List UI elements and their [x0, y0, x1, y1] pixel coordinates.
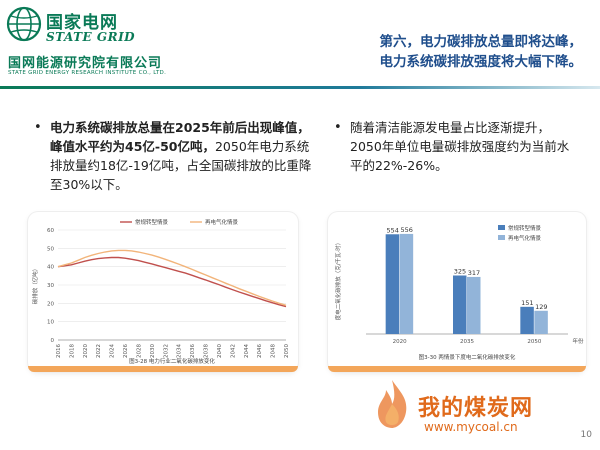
bullet-right-text: 随着清洁能源发电量占比逐渐提升，2050年单位电量碳排放强度约为当前水平的22%… — [350, 120, 570, 173]
x-tick-label: 2035 — [460, 339, 474, 345]
x-tick-label: 2034 — [177, 344, 183, 358]
bullet-right: • 随着清洁能源发电量占比逐渐提升，2050年单位电量碳排放强度约为当前水平的2… — [334, 118, 580, 175]
x-tick-label: 2046 — [257, 344, 263, 358]
x-tick-label: 2050 — [284, 344, 290, 358]
y-axis-label: 碳排放（亿吨） — [31, 266, 39, 305]
x-axis-label: 年份 — [572, 337, 584, 345]
y-tick-label: 10 — [47, 320, 54, 326]
x-tick-label: 2030 — [150, 344, 156, 358]
bar-chart: 度电二氧化碳排放（克/千瓦·时） 554 556 2020 325 317 2035 151 1… — [334, 224, 584, 361]
panel-accent-bar — [328, 366, 586, 372]
bar-2050-2 — [534, 310, 548, 334]
y-tick-label: 20 — [47, 301, 54, 307]
bar-2020-1 — [385, 234, 400, 334]
x-tick-label: 2042 — [230, 344, 236, 358]
y-tick-label: 50 — [47, 246, 54, 252]
state-grid-logo-icon — [6, 6, 42, 42]
watermark-title: 我的煤炭网 — [418, 396, 534, 421]
x-tick-label: 2018 — [69, 344, 75, 358]
page-number: 10 — [580, 430, 592, 440]
x-tick-label: 2020 — [393, 339, 407, 345]
y-axis-label: 度电二氧化碳排放（克/千瓦·时） — [334, 240, 342, 321]
legend-label: 常规转型情景 — [508, 224, 542, 232]
bar-value-label: 556 — [400, 226, 412, 234]
legend-swatch — [498, 225, 505, 230]
x-tick-label: 2044 — [244, 344, 250, 358]
brand-name-en: STATE GRID — [46, 30, 136, 44]
slide-header: 国家电网 STATE GRID 国网能源研究院有限公司 STATE GRID E… — [0, 0, 600, 86]
x-tick-label: 2032 — [163, 344, 169, 358]
legend-label: 再电气化情景 — [508, 234, 542, 242]
x-tick-label: 2038 — [204, 344, 210, 358]
legend-label: 常规转型情景 — [135, 218, 169, 226]
bar-2035-2 — [467, 276, 481, 334]
bar-2020-2 — [399, 233, 414, 334]
legend-swatch — [498, 235, 505, 240]
series-line-2 — [57, 249, 287, 306]
chart-caption: 图3-28 电力行业二氧化碳排放变化 — [129, 357, 215, 365]
brand-name-cn: 国家电网 — [46, 13, 118, 33]
x-tick-label: 2028 — [136, 344, 142, 358]
slide-title-line-1: 第六，电力碳排放总量即将达峰， — [379, 34, 583, 50]
y-tick-label: 0 — [51, 338, 55, 344]
institute-name-cn: 国网能源研究院有限公司 — [8, 56, 163, 71]
x-tick-label: 2026 — [123, 344, 129, 358]
bullet-left-text: 2050年电力系统排放量约18亿-19亿吨，占全国碳排放的比重降至30%以下。 — [50, 139, 312, 192]
line-chart-panel: 0 10 20 30 40 50 60 2016 2018 2020 2022 2024 2026 202… — [28, 212, 298, 372]
panel-accent-bar — [28, 366, 298, 372]
slide-title: 第六，电力碳排放总量即将达峰， 电力系统碳排放强度将大幅下降。 — [380, 32, 583, 72]
flame-icon — [378, 380, 407, 428]
bullet-marker: • — [334, 120, 342, 135]
y-tick-label: 40 — [47, 265, 54, 271]
bar-value-label: 554 — [386, 226, 398, 234]
x-tick-label: 2036 — [190, 344, 196, 358]
bullet-left: • 电力系统碳排放总量在2025年前后出现峰值，峰值水平约为45亿-50亿吨，2… — [34, 118, 312, 194]
slide-title-line-2: 电力系统碳排放强度将大幅下降。 — [379, 54, 583, 70]
bar-value-label: 151 — [521, 299, 533, 307]
x-tick-label: 2040 — [217, 344, 223, 358]
bar-value-label: 325 — [454, 268, 466, 276]
x-tick-label: 2016 — [56, 344, 62, 358]
header-divider — [0, 86, 600, 89]
x-tick-label: 2048 — [271, 344, 277, 358]
y-tick-label: 60 — [47, 228, 54, 234]
x-tick-label: 2022 — [96, 344, 102, 358]
bar-value-label: 129 — [535, 303, 547, 311]
watermark-url: www.mycoal.cn — [424, 420, 518, 434]
series-line-1 — [57, 256, 287, 308]
bar-chart-panel: 度电二氧化碳排放（克/千瓦·时） 554 556 2020 325 317 2035 151 1… — [328, 212, 586, 372]
chart-caption: 图3-30 两情景下度电二氧化碳排放变化 — [419, 353, 516, 361]
bullet-marker: • — [34, 120, 42, 135]
y-tick-label: 30 — [47, 283, 54, 289]
x-tick-label: 2024 — [110, 344, 116, 358]
legend-label: 再电气化情景 — [205, 218, 239, 226]
bullet-left-bold-text: 电力系统碳排放总量在2025年前后出现峰值，峰值水平约为45亿-50亿吨， — [50, 120, 310, 154]
x-tick-label: 2050 — [527, 339, 541, 345]
institute-name-en: STATE GRID ENERGY RESEARCH INSTITUTE CO.… — [8, 70, 167, 76]
bar-value-label: 317 — [468, 269, 480, 277]
x-tick-label: 2020 — [83, 344, 89, 358]
bar-2035-1 — [453, 275, 467, 334]
bar-2050-1 — [520, 306, 534, 334]
